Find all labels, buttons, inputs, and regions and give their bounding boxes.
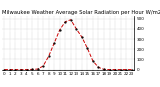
Text: Milwaukee Weather Average Solar Radiation per Hour W/m2 (Last 24 Hours): Milwaukee Weather Average Solar Radiatio…: [2, 10, 160, 15]
